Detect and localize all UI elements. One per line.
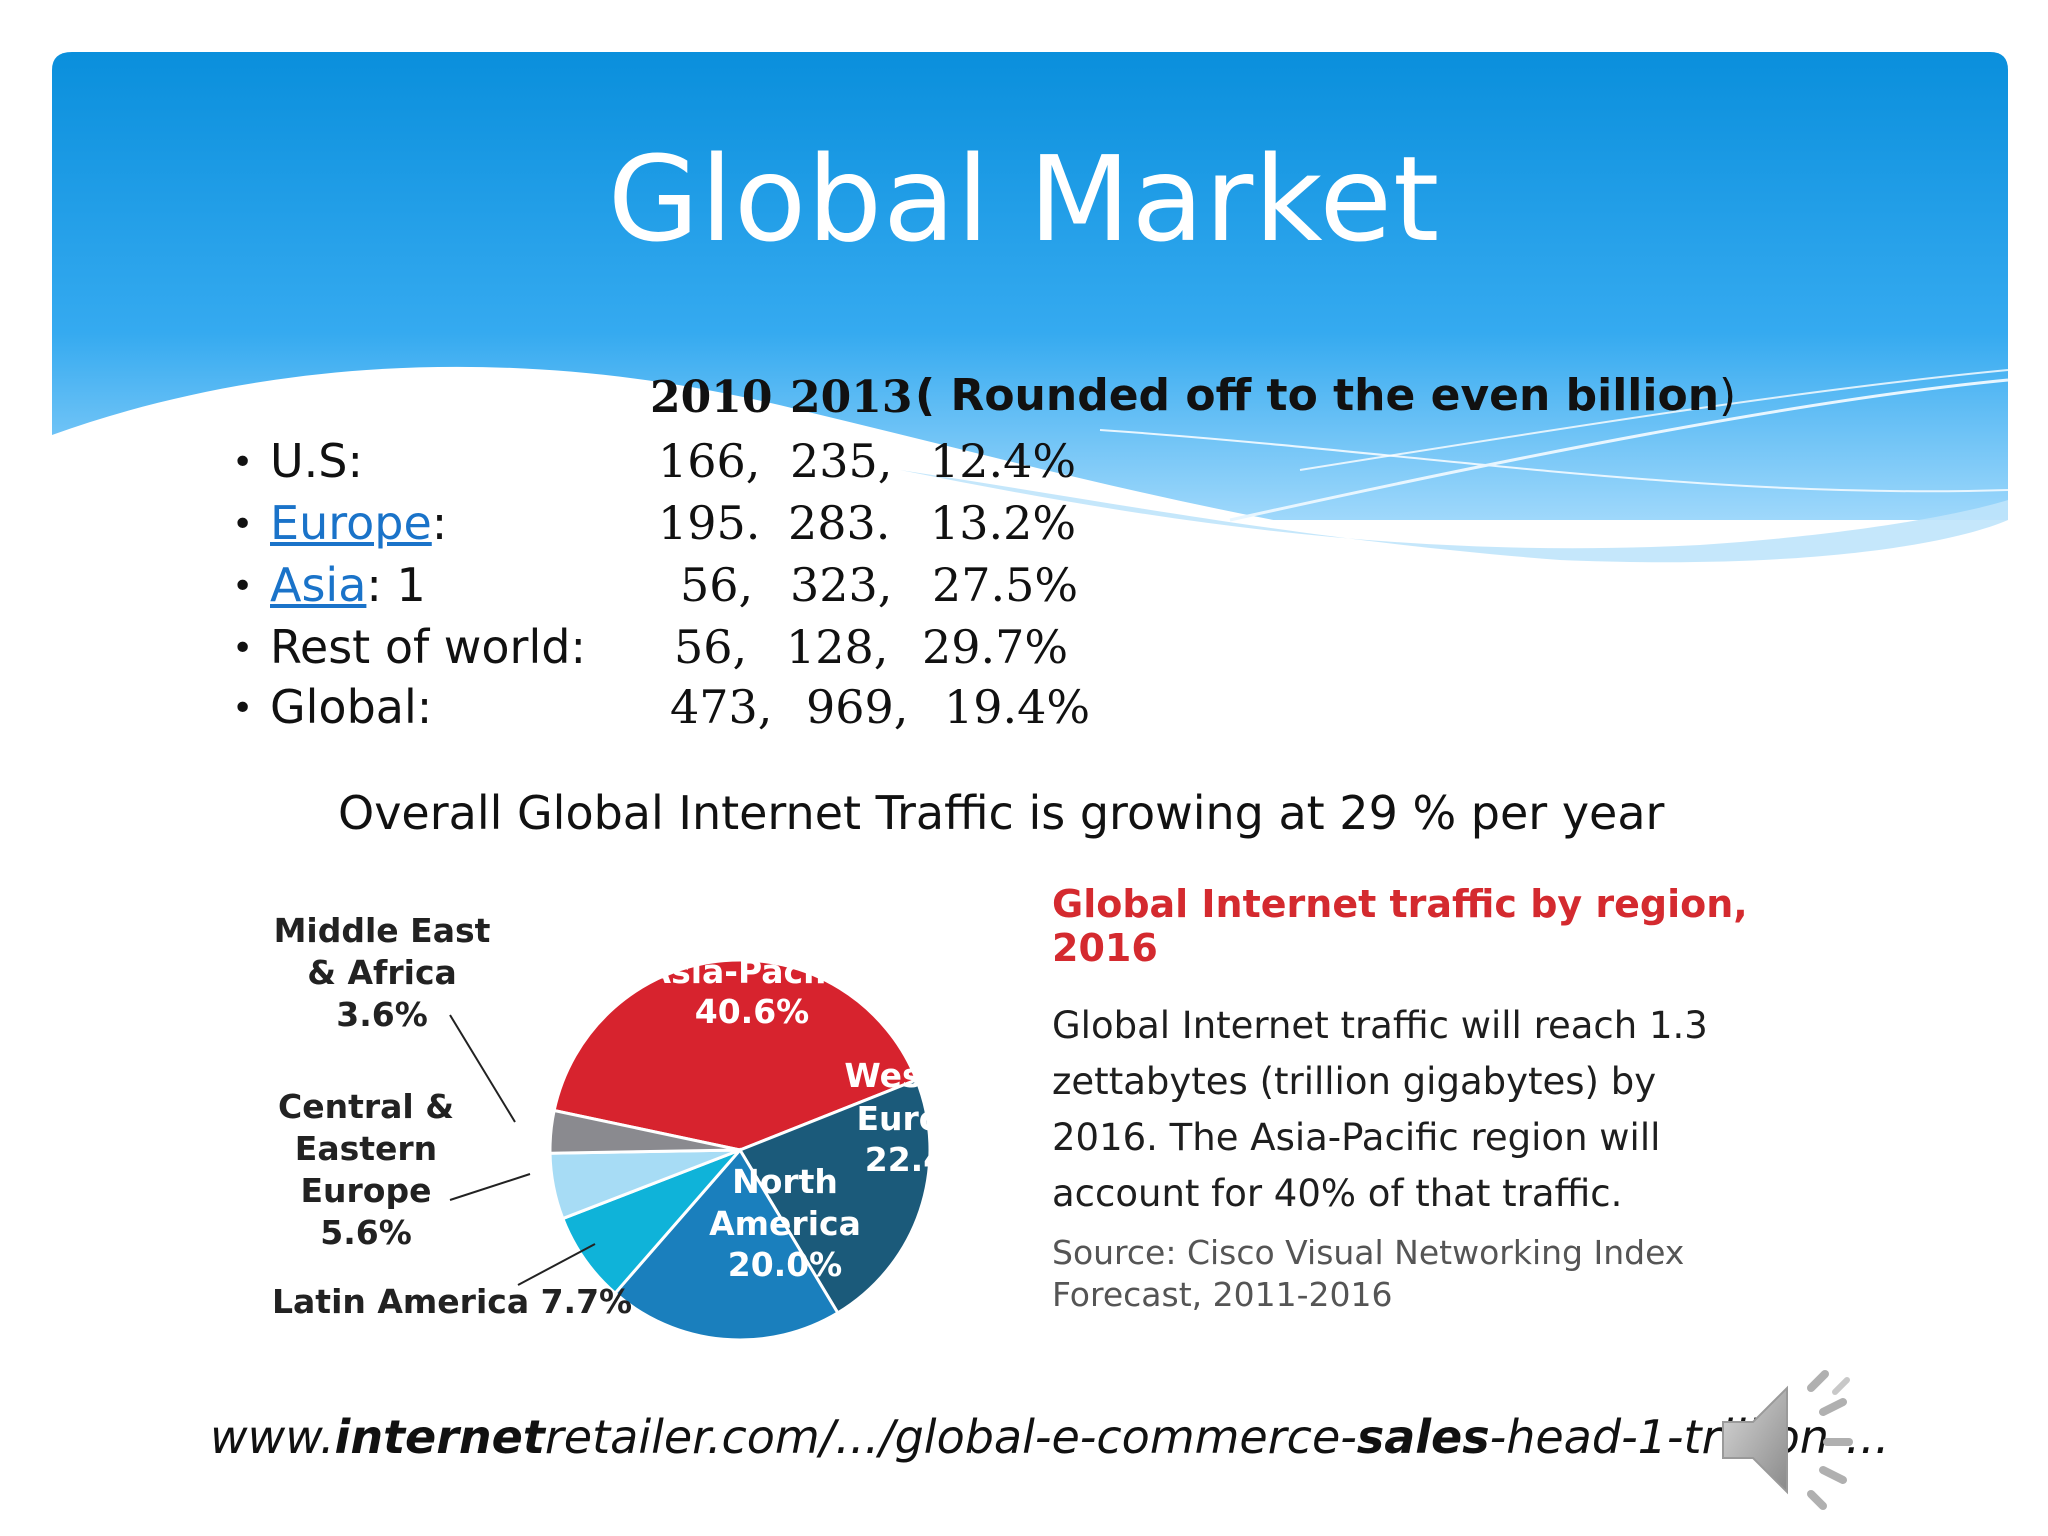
row-label: Europe:	[270, 496, 448, 550]
value-2013: 235,	[790, 434, 893, 488]
slide-title: Global Market	[607, 130, 1441, 268]
bullet: •	[232, 504, 254, 545]
value-2010: 56,	[674, 620, 748, 674]
label-mea-name-2: & Africa	[307, 953, 457, 992]
label-asia-pacific-name: Asia-Pacific	[646, 952, 859, 991]
row-label: Rest of world:	[270, 620, 586, 674]
label-cee-name-3: Europe	[301, 1171, 432, 1210]
growth-value: 19.4%	[944, 680, 1091, 734]
pie-slices	[548, 958, 932, 1340]
leader-line-cee	[449, 1173, 531, 1201]
value-2013: 969,	[806, 680, 909, 734]
value-2010: 473,	[670, 680, 773, 734]
value-2010: 166,	[658, 434, 761, 488]
row-label: U.S:	[270, 434, 363, 488]
chart-title: Global Internet traffic by region, 2016	[1052, 882, 1748, 970]
chart-description: Global Internet traffic will reach 1.3 z…	[1052, 1004, 1708, 1215]
value-2013: 323,	[790, 558, 893, 612]
note-close: )	[1719, 370, 1737, 421]
overall-traffic-text: Overall Global Internet Traffic is growi…	[338, 786, 1665, 840]
label-cee-name-2: Eastern	[295, 1129, 437, 1168]
speaker-icon[interactable]	[1715, 1370, 1875, 1510]
label-western-europe-name-2: Europe	[857, 1099, 988, 1138]
pie-chart: Asia-Pacific 40.6% Western Europe 22.4% …	[272, 911, 1000, 1340]
growth-value: 29.7%	[922, 620, 1069, 674]
label-cee-value: 5.6%	[320, 1213, 412, 1252]
header-banner	[51, 52, 2009, 600]
header-2013: 2013	[790, 372, 913, 423]
value-2010: 56,	[680, 558, 754, 612]
growth-value: 27.5%	[932, 558, 1079, 612]
asia-link[interactable]: Asia	[270, 558, 367, 612]
growth-value: 13.2%	[930, 496, 1077, 550]
label-mea-name: Middle East	[274, 911, 491, 950]
bullet: •	[232, 628, 254, 669]
pie-slice-middle-east-africa	[548, 1108, 741, 1155]
label-western-europe-name: Western	[844, 1056, 999, 1095]
bullet: •	[232, 566, 254, 607]
row-label: Global:	[270, 680, 433, 734]
leader-line-mea	[449, 1014, 516, 1123]
note-text: Rounded off to the even billion	[950, 370, 1720, 421]
value-2013: 283.	[788, 496, 891, 550]
leader-line-la	[517, 1243, 596, 1286]
header-2010: 2010	[650, 372, 773, 423]
value-2010: 195.	[658, 496, 761, 550]
label-cee-name: Central &	[278, 1087, 454, 1126]
pie-slice-western-europe	[737, 1077, 932, 1315]
europe-link[interactable]: Europe	[270, 496, 432, 550]
label-north-america-name: North	[732, 1162, 838, 1201]
label-mea-value: 3.6%	[336, 995, 428, 1034]
label-north-america-value: 20.0%	[728, 1245, 843, 1284]
row-label: Asia: 1	[270, 558, 426, 612]
value-2013: 128,	[786, 620, 889, 674]
label-latin-america: Latin America 7.7%	[272, 1282, 632, 1321]
pie-slice-latin-america	[560, 1148, 742, 1296]
note-open: (	[915, 370, 951, 421]
bullet: •	[232, 442, 254, 483]
label-western-europe-value: 22.4%	[865, 1140, 980, 1179]
growth-value: 12.4%	[930, 434, 1077, 488]
source-url[interactable]: www.internetretailer.com/.../global-e-co…	[210, 1410, 1890, 1464]
label-asia-pacific-value: 40.6%	[695, 992, 810, 1031]
chart-source: Source: Cisco Visual Networking Index Fo…	[1052, 1233, 1685, 1314]
label-north-america-name-2: America	[709, 1204, 861, 1243]
bullet: •	[232, 688, 254, 729]
pie-slice-asia-pacific	[552, 958, 919, 1152]
pie-slice-north-america	[612, 1147, 840, 1340]
rounding-note: ( Rounded off to the even billion)	[915, 370, 1736, 421]
